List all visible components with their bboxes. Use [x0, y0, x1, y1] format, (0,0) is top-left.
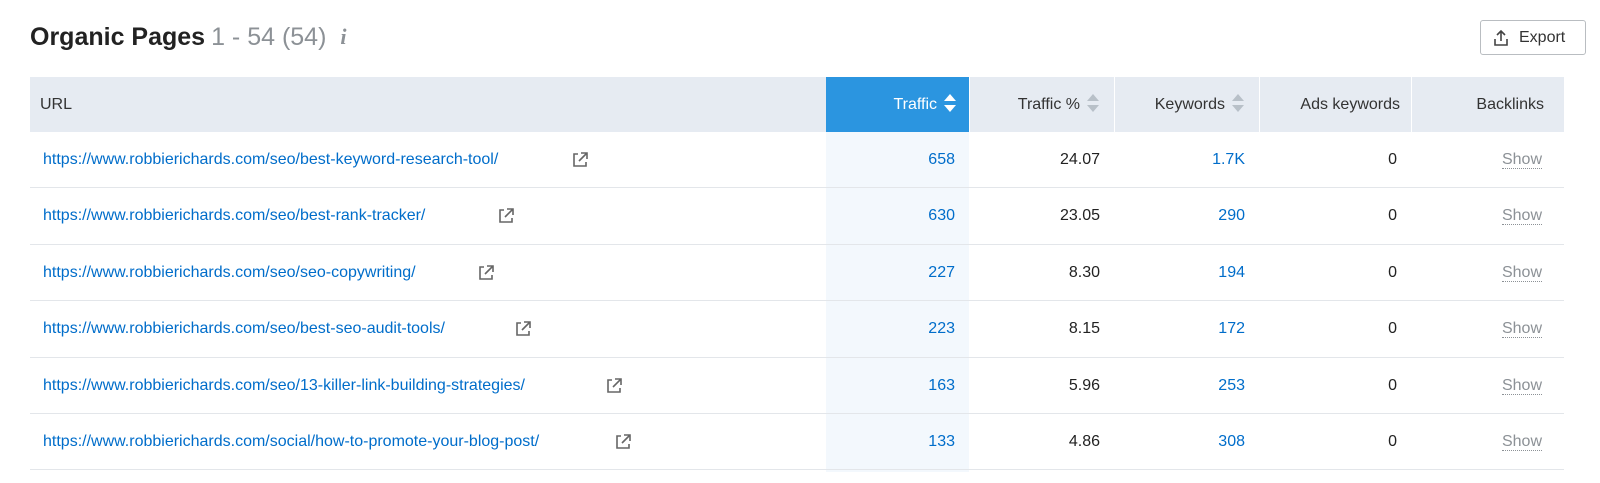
external-link-icon[interactable]	[571, 151, 589, 169]
upload-icon	[1494, 29, 1508, 46]
export-button[interactable]: Export	[1480, 20, 1586, 55]
column-label-keywords: Keywords	[1154, 96, 1225, 113]
keywords-value[interactable]: 194	[1218, 263, 1245, 281]
table-row: https://www.robbierichards.com/seo/best-…	[30, 301, 1564, 358]
ads-keywords-value: 0	[1388, 376, 1397, 394]
url-cell: https://www.robbierichards.com/seo/best-…	[43, 132, 498, 188]
url-cell: https://www.robbierichards.com/social/ho…	[43, 414, 539, 470]
traffic-value[interactable]: 133	[928, 432, 955, 450]
url-cell: https://www.robbierichards.com/seo/best-…	[43, 188, 425, 244]
keywords-value[interactable]: 1.7K	[1212, 151, 1245, 168]
sort-icon	[944, 93, 956, 112]
backlinks-cell: Show	[1411, 301, 1542, 357]
ads-keywords-value: 0	[1388, 263, 1397, 281]
title-text: Organic Pages	[30, 23, 206, 51]
column-header-traffic[interactable]: Traffic	[826, 77, 969, 132]
traffic-pct-value: 8.30	[1068, 263, 1100, 281]
column-label-traffic: Traffic	[893, 96, 937, 113]
export-label: Export	[1519, 29, 1566, 46]
traffic-pct-value: 5.96	[1068, 376, 1100, 394]
table-body: https://www.robbierichards.com/seo/best-…	[30, 132, 1564, 471]
result-count: 1 - 54 (54)	[211, 23, 327, 51]
page-url-link[interactable]: https://www.robbierichards.com/seo/best-…	[43, 320, 445, 338]
traffic-value[interactable]: 658	[928, 151, 955, 168]
ads-keywords-value: 0	[1388, 207, 1397, 225]
traffic-value[interactable]: 227	[928, 263, 955, 281]
info-icon[interactable]: i	[340, 24, 347, 49]
traffic-pct-value: 8.15	[1068, 320, 1100, 338]
table-row: https://www.robbierichards.com/seo/best-…	[30, 188, 1564, 245]
traffic-pct-value: 4.86	[1068, 432, 1100, 450]
external-link-icon[interactable]	[514, 320, 532, 338]
url-cell: https://www.robbierichards.com/seo/13-ki…	[43, 358, 525, 414]
show-backlinks-link[interactable]: Show	[1501, 151, 1542, 169]
keywords-value[interactable]: 290	[1218, 207, 1245, 225]
table-row: https://www.robbierichards.com/seo/best-…	[30, 132, 1564, 189]
column-label-url: URL	[40, 96, 73, 113]
external-link-icon[interactable]	[614, 433, 632, 451]
keywords-value[interactable]: 172	[1218, 320, 1245, 338]
traffic-value[interactable]: 223	[928, 320, 955, 338]
traffic-value[interactable]: 163	[928, 376, 955, 394]
page-url-link[interactable]: https://www.robbierichards.com/social/ho…	[43, 432, 540, 450]
ads-keywords-value: 0	[1388, 320, 1397, 338]
page-url-link[interactable]: https://www.robbierichards.com/seo/13-ki…	[43, 376, 525, 394]
column-header-backlinks[interactable]: Backlinks	[1411, 77, 1564, 132]
column-header-keywords[interactable]: Keywords	[1114, 77, 1259, 132]
sort-icon	[1087, 93, 1099, 112]
url-cell: https://www.robbierichards.com/seo/seo-c…	[43, 245, 416, 301]
show-backlinks-link[interactable]: Show	[1501, 263, 1542, 282]
page-url-link[interactable]: https://www.robbierichards.com/seo/best-…	[43, 151, 499, 168]
traffic-value[interactable]: 630	[928, 207, 955, 225]
url-cell: https://www.robbierichards.com/seo/best-…	[43, 301, 445, 357]
column-header-url[interactable]: URL	[30, 77, 826, 132]
show-backlinks-link[interactable]: Show	[1501, 320, 1542, 339]
page-title: Organic Pages 1 - 54 (54) i	[30, 20, 347, 54]
keywords-value[interactable]: 253	[1218, 376, 1245, 394]
table-header: URL Traffic Traffic % Keywords Ads keywo…	[30, 77, 1564, 132]
page-url-link[interactable]: https://www.robbierichards.com/seo/seo-c…	[43, 263, 416, 281]
backlinks-cell: Show	[1411, 132, 1542, 188]
backlinks-cell: Show	[1411, 358, 1542, 414]
backlinks-cell: Show	[1411, 414, 1542, 470]
ads-keywords-value: 0	[1388, 432, 1397, 450]
traffic-pct-value: 24.07	[1059, 151, 1100, 168]
column-label-traffic-pct: Traffic %	[1017, 96, 1080, 113]
table-row: https://www.robbierichards.com/social/ho…	[30, 414, 1564, 471]
column-header-ads-keywords[interactable]: Ads keywords	[1259, 77, 1411, 132]
traffic-pct-value: 23.05	[1059, 207, 1100, 225]
table-row: https://www.robbierichards.com/seo/seo-c…	[30, 245, 1564, 302]
show-backlinks-link[interactable]: Show	[1501, 376, 1542, 395]
organic-pages-table: URL Traffic Traffic % Keywords Ads keywo…	[30, 77, 1564, 472]
table-row: https://www.robbierichards.com/seo/13-ki…	[30, 358, 1564, 414]
keywords-value[interactable]: 308	[1218, 432, 1245, 450]
sort-icon	[1232, 93, 1244, 112]
sorted-column-highlight	[826, 132, 969, 472]
external-link-icon[interactable]	[497, 207, 515, 225]
column-label-backlinks: Backlinks	[1476, 96, 1544, 113]
column-label-ads-keywords: Ads keywords	[1300, 96, 1400, 113]
page-url-link[interactable]: https://www.robbierichards.com/seo/best-…	[43, 207, 426, 225]
backlinks-cell: Show	[1411, 188, 1542, 244]
external-link-icon[interactable]	[605, 377, 623, 395]
show-backlinks-link[interactable]: Show	[1501, 432, 1542, 451]
page-header: Organic Pages 1 - 54 (54) i Export	[30, 18, 1590, 58]
external-link-icon[interactable]	[477, 264, 495, 282]
ads-keywords-value: 0	[1388, 151, 1397, 168]
column-header-traffic-pct[interactable]: Traffic %	[969, 77, 1114, 132]
backlinks-cell: Show	[1411, 245, 1542, 301]
show-backlinks-link[interactable]: Show	[1501, 207, 1542, 226]
